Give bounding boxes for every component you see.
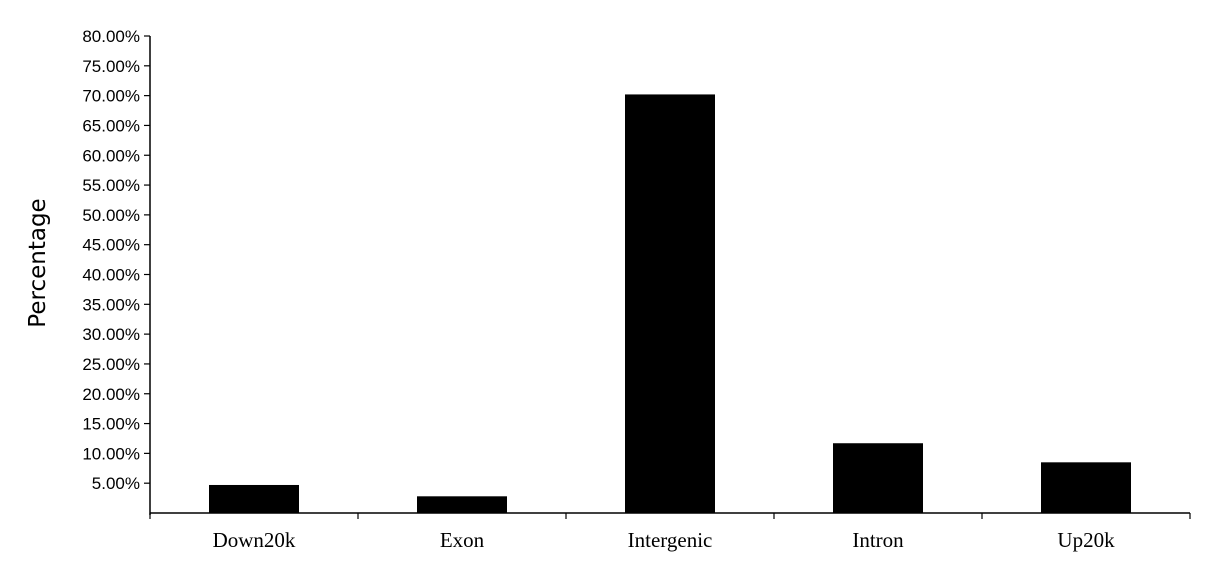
- y-tick-label: 30.00%: [82, 325, 140, 344]
- y-tick-label: 50.00%: [82, 206, 140, 225]
- bar-exon: [417, 496, 507, 513]
- y-tick-label: 35.00%: [82, 295, 140, 314]
- bar-down20k: [209, 484, 299, 513]
- x-tick-label: Intron: [852, 528, 904, 552]
- x-tick-label: Up20k: [1057, 528, 1115, 552]
- y-tick-label: 75.00%: [82, 57, 140, 76]
- y-tick-label: 60.00%: [82, 146, 140, 165]
- y-tick-label: 10.00%: [82, 444, 140, 463]
- y-tick-label: 55.00%: [82, 176, 140, 195]
- x-tick-label: Exon: [440, 528, 485, 552]
- bar-intergenic: [625, 94, 715, 514]
- y-tick-label: 80.00%: [82, 27, 140, 46]
- y-tick-label: 45.00%: [82, 236, 140, 255]
- y-axis-label: Percentage: [25, 198, 51, 327]
- plot-area: 5.00% 10.00% 15.00% 20.00% 25.00% 30.00% 35.00…: [82, 27, 1191, 552]
- y-tick-label: 70.00%: [82, 87, 140, 106]
- x-tick-label: Down20k: [213, 528, 296, 552]
- x-tick-label: Intergenic: [628, 528, 713, 552]
- y-tick-label: 40.00%: [82, 266, 140, 285]
- y-tick-label: 65.00%: [82, 116, 140, 135]
- y-tick-label: 15.00%: [82, 415, 140, 434]
- y-tick-label: 5.00%: [92, 474, 140, 493]
- bar-up20k: [1041, 462, 1131, 513]
- y-tick-label: 20.00%: [82, 385, 140, 404]
- y-tick-label: 25.00%: [82, 355, 140, 374]
- bar-intron: [833, 443, 923, 513]
